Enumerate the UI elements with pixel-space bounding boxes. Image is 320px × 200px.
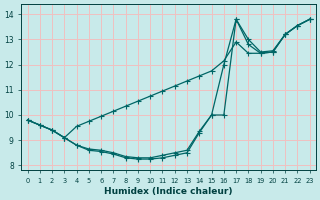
X-axis label: Humidex (Indice chaleur): Humidex (Indice chaleur) [104,187,233,196]
